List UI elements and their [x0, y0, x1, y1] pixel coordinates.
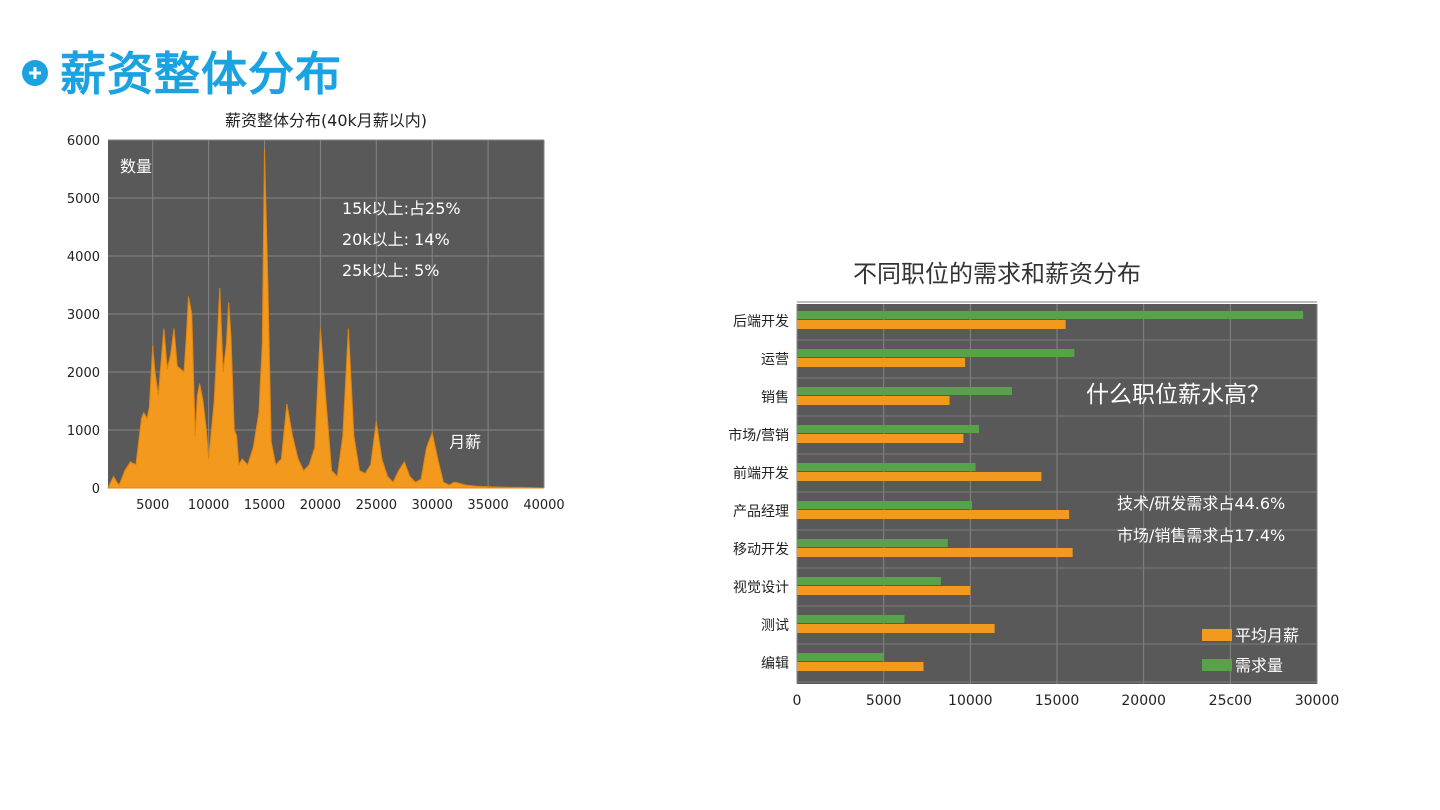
y-tick-label: 5000 [67, 192, 100, 207]
chart-title: 不同职位的需求和薪资分布 [853, 260, 1141, 288]
bar-demand [797, 349, 1075, 357]
y-tick-label: 6000 [67, 134, 100, 149]
category-label: 编辑 [761, 656, 789, 672]
x-tick-label: 20000 [1121, 693, 1166, 709]
x-tick-label: 35000 [467, 498, 508, 513]
x-axis-label: 月薪 [449, 432, 481, 451]
x-tick-label: 25c00 [1209, 693, 1252, 709]
annotation-question: 什么职位薪水高？ [1086, 382, 1270, 408]
x-tick-label: 10000 [948, 693, 993, 709]
slide-header: 薪资整体分布 [22, 38, 342, 104]
y-tick-label: 1000 [67, 424, 100, 439]
x-tick-label: 20000 [300, 498, 341, 513]
chart-title: 薪资整体分布(40k月薪以内) [225, 111, 427, 130]
legend-swatch [1202, 629, 1232, 641]
x-tick-label: 15000 [1035, 693, 1080, 709]
bar-salary [797, 624, 995, 633]
salary-distribution-chart: 薪资整体分布(40k月薪以内) 0 1000 2000 3000 4000 5000 6000… [67, 111, 565, 513]
y-tick-label: 2000 [67, 366, 100, 381]
bar-salary [797, 548, 1073, 557]
annotation-text: 25k以上: 5% [342, 261, 440, 280]
y-tick-label: 3000 [67, 308, 100, 323]
bar-salary [797, 396, 950, 405]
bar-demand [797, 311, 1304, 319]
legend-label: 需求量 [1235, 656, 1283, 675]
annotation-text: 15k以上:占25% [342, 199, 461, 218]
x-tick-label: 40000 [523, 498, 564, 513]
plus-circle-icon [22, 60, 48, 86]
y-axis-label: 数量 [120, 157, 152, 176]
bar-salary [797, 510, 1070, 519]
y-tick-label: 0 [92, 482, 100, 497]
x-tick-label: 15000 [244, 498, 285, 513]
x-tick-label: 25000 [356, 498, 397, 513]
x-tick-label: 5000 [136, 498, 169, 513]
bar-salary [797, 472, 1042, 481]
bar-demand [797, 539, 948, 547]
bar-demand [797, 501, 973, 509]
category-label: 移动开发 [733, 542, 789, 558]
bar-demand [797, 463, 976, 471]
salary-area-series [107, 148, 545, 489]
category-label: 销售 [761, 390, 789, 406]
category-label: 市场/营销 [728, 427, 789, 444]
category-label: 前端开发 [733, 465, 789, 482]
x-tick-label: 5000 [866, 693, 902, 709]
category-label: 视觉设计 [733, 580, 789, 596]
x-tick-label: 30000 [412, 498, 453, 513]
category-label: 后端开发 [733, 314, 789, 330]
bar-demand [797, 387, 1012, 395]
annotation-text: 市场/销售需求占17.4% [1117, 526, 1285, 545]
bar-salary [797, 358, 966, 367]
bar-demand [797, 577, 941, 585]
bar-salary [797, 434, 964, 443]
annotation-text: 技术/研发需求占44.6% [1117, 494, 1285, 513]
bar-salary [797, 662, 924, 671]
category-label: 产品经理 [733, 504, 789, 520]
y-tick-label: 4000 [67, 250, 100, 265]
annotation-text: 20k以上: 14% [342, 230, 450, 249]
slide-title: 薪资整体分布 [60, 47, 342, 101]
x-tick-label: 10000 [188, 498, 229, 513]
x-tick-label: 30000 [1295, 693, 1340, 709]
legend-label: 平均月薪 [1235, 626, 1299, 645]
bar-demand [797, 615, 905, 623]
category-label: 测试 [761, 618, 789, 634]
bar-demand [797, 425, 979, 433]
category-label: 运营 [761, 352, 789, 368]
x-tick-label: 0 [793, 693, 802, 709]
legend-swatch [1202, 659, 1232, 671]
bar-demand [797, 653, 884, 661]
bar-salary [797, 586, 971, 595]
bar-salary [797, 320, 1066, 329]
